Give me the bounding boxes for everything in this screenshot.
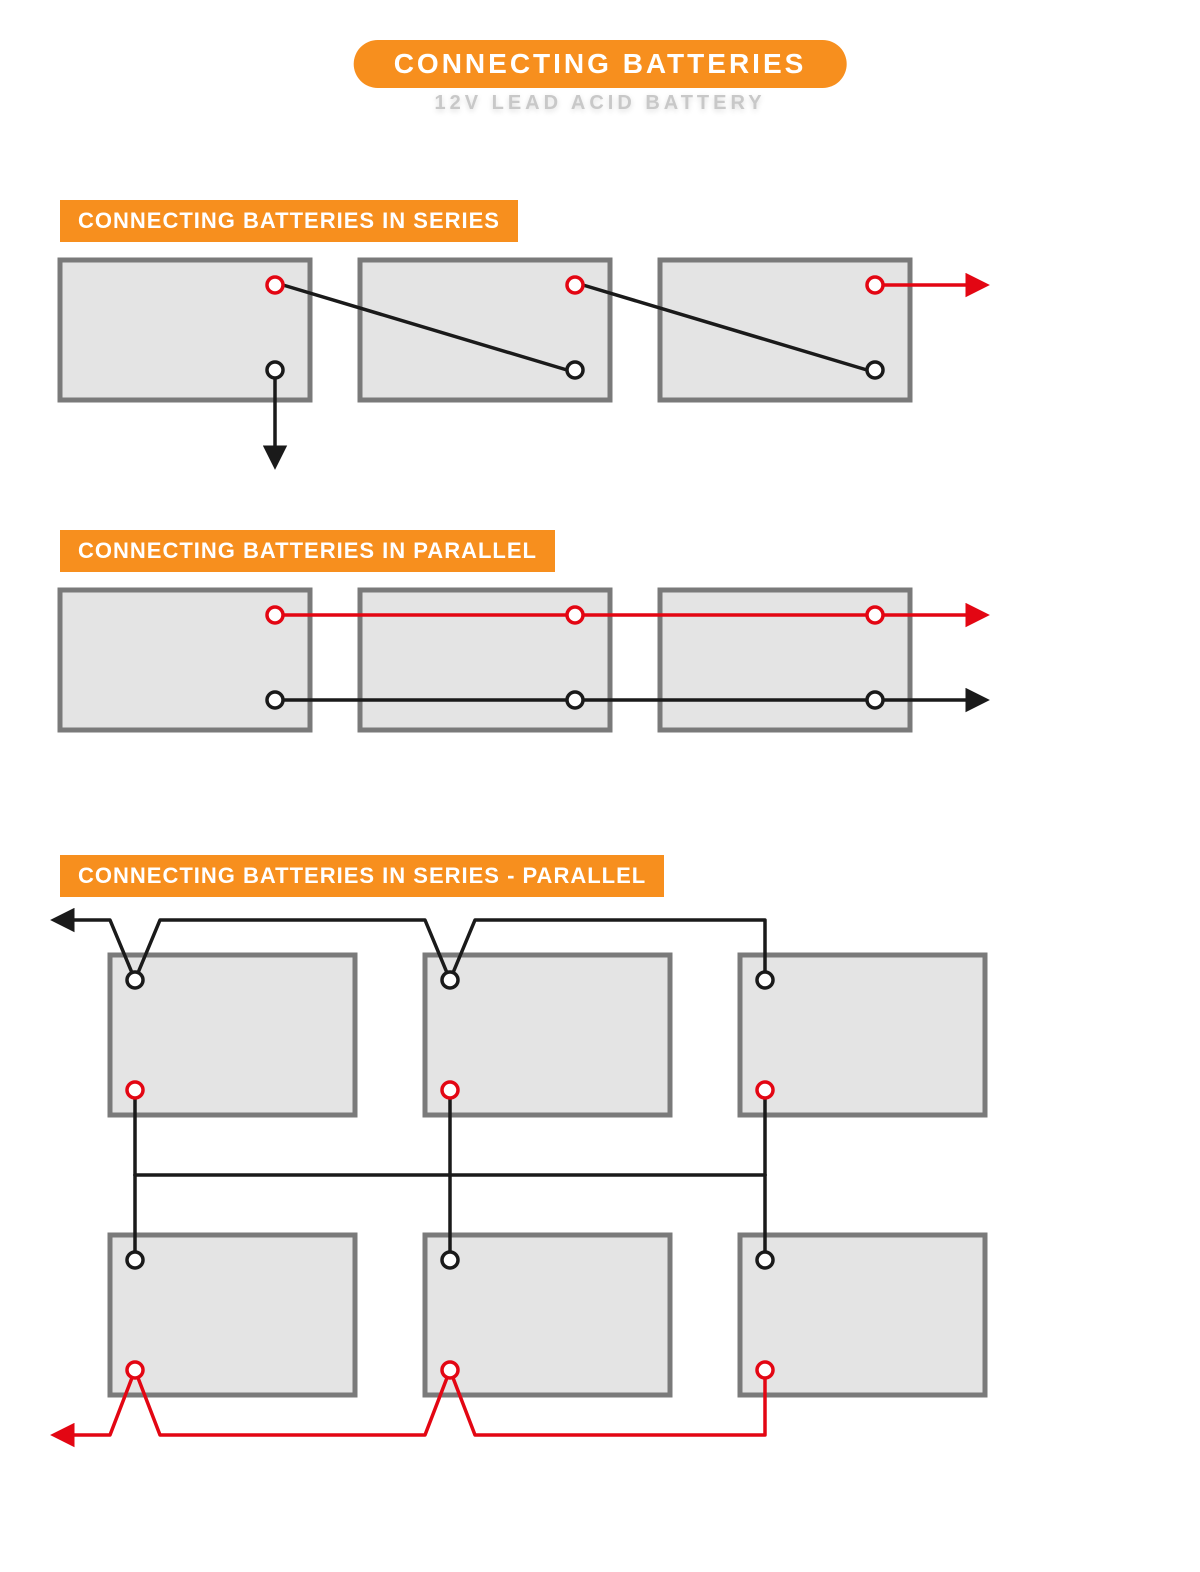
diagram-svg	[0, 0, 1200, 1572]
